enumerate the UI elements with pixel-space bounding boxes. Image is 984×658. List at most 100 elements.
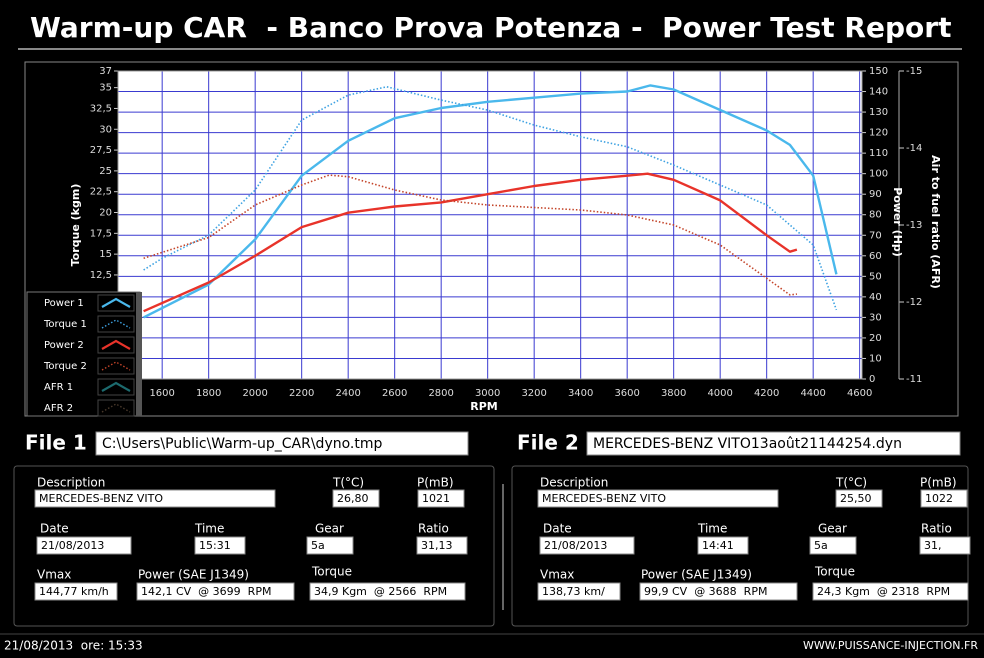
field-box: [306, 536, 354, 555]
y2-tick-label: 50: [869, 271, 882, 282]
x-tick-label: 4400: [800, 388, 825, 399]
field-box: [539, 536, 635, 555]
field-value: 26,80: [337, 492, 369, 505]
field-value: 1022: [925, 492, 953, 505]
y2-tick-label: 10: [869, 353, 882, 364]
report-title: Warm-up CAR - Banco Prova Potenza - Powe…: [30, 11, 951, 44]
y2-tick-label: 20: [869, 333, 882, 344]
field-label: Power (SAE J1349): [641, 568, 752, 582]
legend-label: Power 1: [44, 298, 84, 309]
legend-scrollbar[interactable]: [136, 292, 142, 416]
legend-swatch-box[interactable]: [97, 315, 135, 333]
x-tick-label: 1800: [196, 388, 221, 399]
field-label: Vmax: [540, 568, 574, 582]
field-label: Date: [543, 522, 572, 536]
legend-swatch-box[interactable]: [97, 357, 135, 375]
y2-tick-label: 140: [869, 87, 888, 98]
field-value: 21/08/2013: [41, 539, 104, 552]
y2-tick-label: 130: [869, 107, 888, 118]
series-line: [143, 86, 838, 311]
field-box: [920, 489, 968, 508]
legend: Power 1 Torque 1 Power 2 Torque 2 AFR 1 AFR 2: [43, 294, 135, 417]
file-path-box[interactable]: [586, 431, 961, 456]
legend-label: AFR 2: [44, 403, 73, 414]
field-value: 144,77 km/h: [39, 585, 109, 598]
plot-area: [118, 71, 862, 379]
field-label: Description: [540, 476, 608, 490]
x-tick-label: 3400: [568, 388, 593, 399]
x-tick-label: 1600: [149, 388, 174, 399]
x-tick-label: 2200: [289, 388, 314, 399]
field-box: [919, 536, 971, 555]
field-label: Vmax: [37, 568, 71, 582]
field-value: 31,13: [421, 539, 453, 552]
y2-tick-label: 40: [869, 292, 882, 303]
field-value: 21/08/2013: [544, 539, 607, 552]
x-tick-label: 2000: [242, 388, 267, 399]
legend-swatch: [101, 297, 131, 308]
legend-swatch-box[interactable]: [97, 378, 135, 396]
field-label: Description: [37, 476, 105, 490]
field-value: MERCEDES-BENZ VITO: [39, 492, 163, 505]
field-value: 5a: [814, 539, 828, 552]
field-value: 15:31: [199, 539, 231, 552]
legend-label: Torque 2: [43, 361, 87, 372]
x-tick-label: 3000: [475, 388, 500, 399]
field-value: 31,: [924, 539, 942, 552]
files: File 1 C:\Users\Public\Warm-up_CAR\dyno.t…: [25, 431, 961, 456]
y2-tick-label: 100: [869, 169, 888, 180]
y-tick-label: 27,5: [90, 145, 112, 156]
legend-swatch-box[interactable]: [97, 399, 135, 417]
legend-swatch-box[interactable]: [97, 294, 135, 312]
field-value: MERCEDES-BENZ VITO: [542, 492, 666, 505]
y2-tick-label: 60: [869, 251, 882, 262]
panel-frame: [13, 465, 495, 627]
y2-tick-label: 0: [869, 374, 875, 385]
series-line: [143, 174, 797, 296]
field-label: Gear: [818, 522, 847, 536]
field-box: [332, 489, 380, 508]
field-label: Time: [194, 522, 224, 536]
field-box: [36, 536, 132, 555]
y3-tick-label: -11: [906, 374, 922, 385]
field-box: [697, 536, 749, 555]
y2-tick-label: 120: [869, 128, 888, 139]
y2-tick-label: 150: [869, 66, 888, 77]
field-label: P(mB): [417, 476, 454, 490]
y-tick-label: 20: [99, 208, 112, 219]
field-value: 34,9 Kgm @ 2566 RPM: [314, 585, 447, 598]
field-box: [34, 582, 118, 601]
legend-swatch: [101, 339, 131, 350]
field-label: Ratio: [418, 522, 449, 536]
y-tick-label: 35: [99, 83, 112, 94]
field-label: P(mB): [920, 476, 957, 490]
field-value: 24,3 Kgm @ 2318 RPM: [817, 585, 950, 598]
y2-tick-label: 90: [869, 189, 882, 200]
field-box: [835, 489, 883, 508]
x-tick-label: 3200: [521, 388, 546, 399]
field-label: Date: [40, 522, 69, 536]
field-box: [194, 536, 246, 555]
x-tick-label: 4200: [754, 388, 779, 399]
x-tick-label: 3800: [661, 388, 686, 399]
y2-tick-label: 30: [869, 312, 882, 323]
y3-tick-label: -15: [906, 66, 922, 77]
y-tick-label: 25: [99, 166, 112, 177]
field-value: 25,50: [840, 492, 872, 505]
field-label: T(°C): [332, 476, 364, 490]
field-label: Ratio: [921, 522, 952, 536]
footer-website: WWW.PUISSANCE-INJECTION.FR: [803, 639, 978, 652]
footer-datetime: 21/08/2013 ore: 15:33: [4, 639, 143, 653]
legend-label: Power 2: [44, 340, 84, 351]
y2-axis-label: Power (Hp): [891, 187, 904, 257]
legend-swatch-box[interactable]: [97, 336, 135, 354]
field-value: 5a: [311, 539, 325, 552]
file-path-box[interactable]: [95, 431, 469, 456]
field-box: [809, 536, 857, 555]
x-tick-label: 4600: [847, 388, 872, 399]
x-tick-label: 2600: [382, 388, 407, 399]
field-box: [34, 489, 276, 508]
field-value: 99,9 CV @ 3688 RPM: [644, 585, 767, 598]
series-line: [143, 84, 838, 319]
